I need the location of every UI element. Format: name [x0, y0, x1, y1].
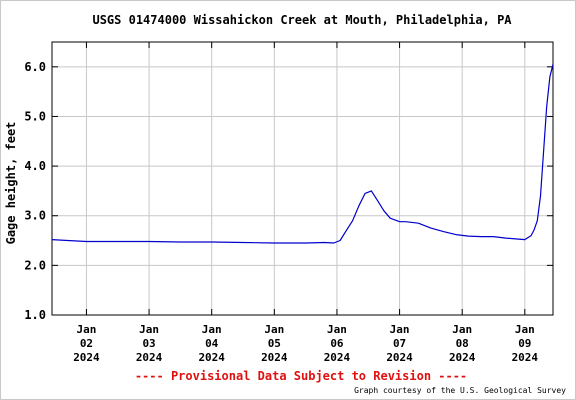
chart-title: USGS 01474000 Wissahickon Creek at Mouth…	[92, 13, 512, 27]
y-axis-label: Gage height, feet	[4, 122, 18, 245]
x-tick-label: 2024	[449, 351, 476, 364]
y-tick-label: 6.0	[24, 60, 46, 74]
x-tick-label: 2024	[261, 351, 288, 364]
x-tick-label: 2024	[198, 351, 225, 364]
x-tick-label: 06	[330, 337, 344, 350]
x-tick-label: Jan	[515, 323, 535, 336]
y-axis: 1.0 2.0 3.0 4.0 5.0 6.0	[24, 60, 553, 322]
x-tick-label: Jan	[264, 323, 284, 336]
x-tick-label: Jan	[327, 323, 347, 336]
x-tick-label: 04	[205, 337, 219, 350]
x-tick-label: Jan	[139, 323, 159, 336]
grid	[52, 42, 553, 316]
credit-text: Graph courtesy of the U.S. Geological Su…	[354, 386, 566, 395]
y-tick-label: 2.0	[24, 258, 46, 272]
x-tick-label: 2024	[386, 351, 413, 364]
plot-area	[51, 41, 554, 316]
x-tick-label: 07	[393, 337, 406, 350]
y-tick-label: 1.0	[24, 308, 46, 322]
x-tick-label: Jan	[202, 323, 222, 336]
y-tick-label: 4.0	[24, 159, 46, 173]
x-tick-label: 08	[456, 337, 469, 350]
x-tick-label: Jan	[390, 323, 410, 336]
x-tick-label: 05	[268, 337, 281, 350]
x-tick-label: Jan	[452, 323, 472, 336]
x-tick-label: 2024	[324, 351, 351, 364]
y-tick-label: 3.0	[24, 209, 46, 223]
x-tick-label: 02	[80, 337, 93, 350]
provisional-notice: ---- Provisional Data Subject to Revisio…	[135, 369, 467, 383]
y-tick-label: 5.0	[24, 109, 46, 123]
x-tick-label: 09	[518, 337, 531, 350]
x-tick-label: 2024	[73, 351, 100, 364]
series-line	[51, 64, 554, 244]
x-tick-label: 03	[142, 337, 155, 350]
x-axis: Jan022024Jan032024Jan042024Jan052024Jan0…	[73, 42, 538, 364]
x-tick-label: 2024	[136, 351, 163, 364]
series-layer	[51, 64, 554, 244]
x-tick-label: 2024	[512, 351, 539, 364]
x-tick-label: Jan	[77, 323, 97, 336]
